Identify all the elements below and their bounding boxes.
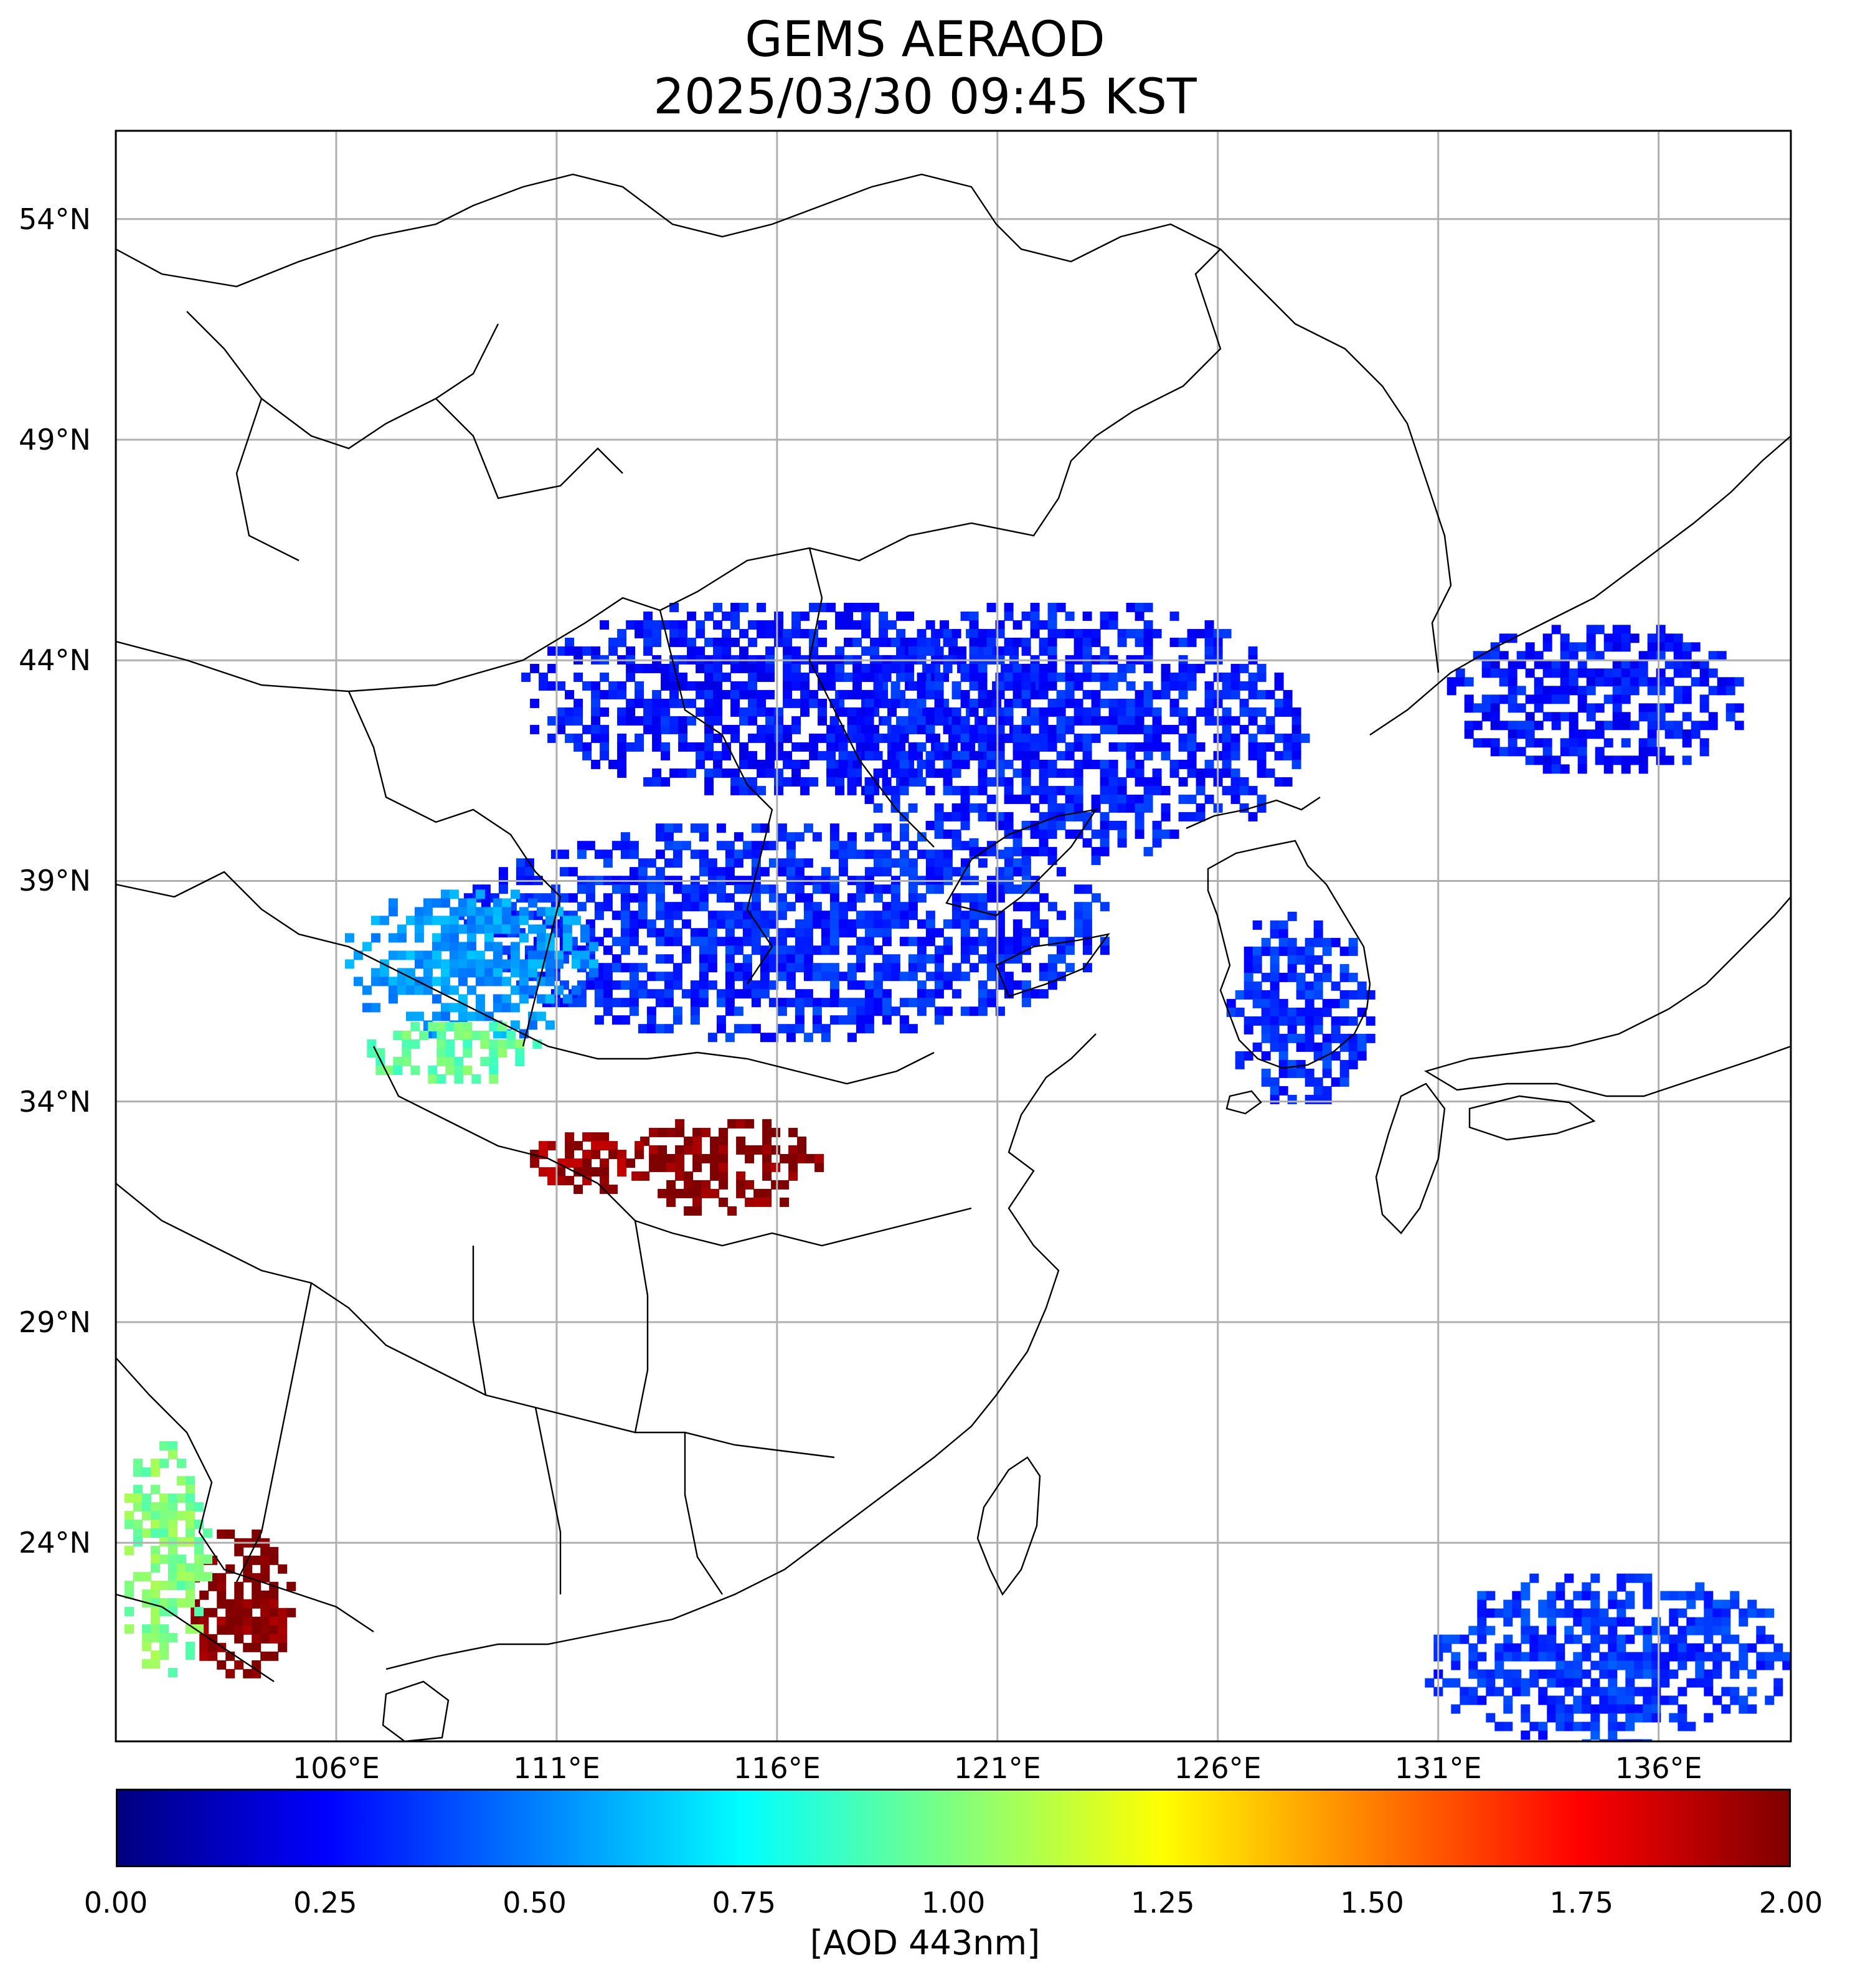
lat-tick-label: 34°N xyxy=(19,1084,91,1119)
china-provinces-north xyxy=(347,547,935,1047)
colorbar-tick-label: 0.75 xyxy=(712,1886,776,1919)
lat-tick-label: 49°N xyxy=(19,422,91,457)
lon-tick-label: 131°E xyxy=(1394,1751,1482,1785)
aod-region-korea-cloud xyxy=(1226,911,1376,1104)
korea-outline xyxy=(1207,840,1371,1069)
aod-overlay xyxy=(125,602,1791,1741)
japan-shikoku xyxy=(1468,1095,1596,1141)
mongolia-provinces xyxy=(186,311,623,562)
bohai-coast xyxy=(945,808,1098,917)
russia-mongolia-border xyxy=(116,173,1221,288)
russia-coast xyxy=(1369,435,1791,736)
coastlines-and-borders xyxy=(116,173,1791,1741)
colorbar-title: [AOD 443nm] xyxy=(809,1923,1041,1962)
colorbar-tick-label: 0.00 xyxy=(83,1886,148,1919)
japan-honshu xyxy=(1424,896,1791,1097)
lat-tick-label: 54°N xyxy=(19,202,91,236)
lon-tick-label: 136°E xyxy=(1615,1751,1702,1785)
aod-region-manchuria-band xyxy=(829,602,1310,865)
colorbar-tick-label: 2.00 xyxy=(1758,1886,1823,1919)
lon-tick-label: 126°E xyxy=(1174,1751,1262,1785)
colorbar-tick-label: 1.25 xyxy=(1131,1886,1195,1919)
gridlines xyxy=(116,131,1791,1741)
lat-tick-label: 29°N xyxy=(19,1305,91,1339)
map-title: GEMS AERAOD xyxy=(745,12,1105,68)
aod-region-loess-green-patch xyxy=(367,1022,542,1084)
colorbar-tick-label: 0.50 xyxy=(503,1886,567,1919)
map-timestamp: 2025/03/30 09:45 KST xyxy=(653,69,1197,125)
lon-tick-label: 116°E xyxy=(733,1751,821,1785)
lat-tick-label: 24°N xyxy=(19,1526,91,1560)
colorbar-tick-label: 1.00 xyxy=(921,1886,986,1919)
map-frame xyxy=(115,130,1792,1743)
hainan-outline xyxy=(382,1680,450,1741)
lon-tick-label: 106°E xyxy=(293,1751,380,1785)
aod-region-east-sea-patch xyxy=(1446,625,1744,774)
colorbar-tick-label: 1.50 xyxy=(1340,1886,1404,1919)
lon-tick-label: 121°E xyxy=(953,1751,1041,1785)
taiwan-outline xyxy=(976,1456,1041,1596)
aod-region-western-pacific-patch xyxy=(1425,1573,1791,1741)
china-provinces-south xyxy=(116,1183,835,1595)
lat-tick-label: 39°N xyxy=(19,864,91,898)
aod-region-yunnan-green xyxy=(125,1441,212,1678)
aod-region-sichuan-high xyxy=(530,1132,644,1195)
lat-tick-label: 44°N xyxy=(19,643,91,678)
china-east-coast xyxy=(385,1033,1097,1670)
jeju-outline xyxy=(1225,1090,1262,1115)
colorbar-tick-label: 1.75 xyxy=(1549,1886,1613,1919)
amur-border xyxy=(1220,249,1452,673)
shandong-coast xyxy=(995,933,1110,998)
colorbar-tick-label: 0.25 xyxy=(293,1886,357,1919)
aod-region-guangxi-high xyxy=(191,1529,296,1678)
colorbar xyxy=(116,1789,1791,1867)
china-provinces-central xyxy=(116,871,972,1247)
lon-tick-label: 111°E xyxy=(512,1751,600,1785)
mongolia-china-border xyxy=(116,249,1222,693)
japan-kyushu xyxy=(1375,1082,1446,1234)
aod-region-central-china-high xyxy=(631,1119,824,1216)
southwest-borders xyxy=(116,1357,374,1682)
korea-border xyxy=(1186,797,1321,830)
aod-region-north-china-plain-band xyxy=(455,823,1110,1043)
